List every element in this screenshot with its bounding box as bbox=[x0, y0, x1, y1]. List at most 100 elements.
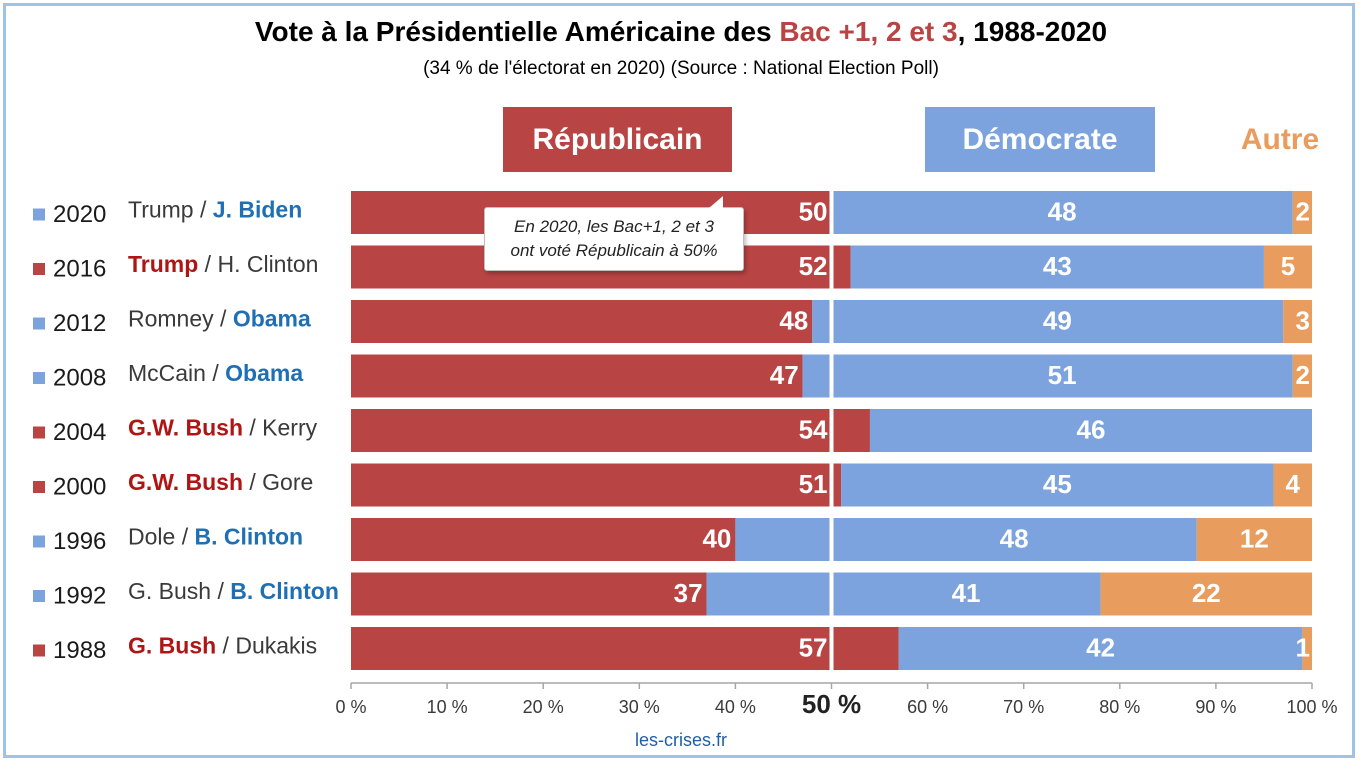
label-democrat-2000: 45 bbox=[1043, 469, 1072, 499]
candidate-democrat: Gore bbox=[262, 469, 313, 495]
candidates-1996: Dole / B. Clinton bbox=[128, 524, 303, 550]
label-other-2016: 5 bbox=[1281, 251, 1295, 281]
candidate-democrat: J. Biden bbox=[213, 197, 302, 223]
callout-line-2: ont voté Républicain à 50% bbox=[510, 241, 718, 260]
label-republican-2012: 48 bbox=[779, 305, 808, 335]
year-marker-2016 bbox=[33, 263, 45, 275]
x-tick-label-10: 10 % bbox=[427, 697, 468, 717]
candidates-2016: Trump / H. Clinton bbox=[128, 251, 318, 277]
label-republican-2004: 54 bbox=[799, 414, 828, 444]
candidate-separator: / bbox=[211, 578, 230, 604]
candidates-1992: G. Bush / B. Clinton bbox=[128, 578, 339, 604]
label-other-1988: 1 bbox=[1296, 632, 1310, 662]
candidate-republican: Trump bbox=[128, 197, 194, 223]
bar-democrat-2020 bbox=[831, 191, 1293, 234]
year-label-2004: 2004 bbox=[53, 419, 106, 446]
bar-democrat-1996 bbox=[735, 518, 1197, 561]
year-marker-1996 bbox=[33, 535, 45, 548]
year-marker-1992 bbox=[33, 590, 45, 602]
bar-other-2000 bbox=[1273, 463, 1312, 507]
bar-democrat-1992 bbox=[706, 572, 1101, 616]
candidates-1988: G. Bush / Dukakis bbox=[128, 633, 317, 659]
candidate-republican: McCain bbox=[128, 360, 206, 386]
bar-other-2020 bbox=[1292, 191, 1312, 234]
label-republican-2020: 50 bbox=[799, 196, 828, 226]
label-other-2000: 4 bbox=[1286, 469, 1301, 499]
bar-other-1996 bbox=[1196, 518, 1312, 561]
bar-republican-1992 bbox=[351, 572, 707, 616]
bar-democrat-2000 bbox=[841, 463, 1274, 507]
candidate-separator: / bbox=[206, 360, 225, 386]
candidate-democrat: Dukakis bbox=[235, 633, 317, 659]
label-republican-1992: 37 bbox=[674, 578, 703, 608]
year-label-2000: 2000 bbox=[53, 473, 106, 500]
label-democrat-1996: 48 bbox=[1000, 523, 1029, 553]
bar-democrat-2016 bbox=[850, 245, 1264, 289]
label-republican-1996: 40 bbox=[702, 523, 731, 553]
midline-50 bbox=[829, 185, 834, 675]
candidate-separator: / bbox=[198, 251, 217, 277]
label-democrat-1992: 41 bbox=[952, 578, 981, 608]
bar-other-2016 bbox=[1263, 245, 1312, 289]
bar-democrat-2008 bbox=[802, 354, 1293, 398]
x-tick-label-50: 50 % bbox=[802, 689, 861, 719]
year-marker-2020 bbox=[33, 208, 45, 221]
callout-note: En 2020, les Bac+1, 2 et 3 ont voté Répu… bbox=[484, 196, 744, 271]
year-label-2012: 2012 bbox=[53, 310, 106, 337]
year-marker-2004 bbox=[33, 426, 45, 439]
header-republican: Républicain bbox=[503, 107, 732, 172]
bar-other-1988 bbox=[1302, 627, 1312, 670]
candidate-separator: / bbox=[243, 415, 262, 441]
x-tick-label-70: 70 % bbox=[1003, 697, 1044, 717]
label-republican-2000: 51 bbox=[799, 469, 828, 499]
x-tick-label-80: 80 % bbox=[1099, 697, 1140, 717]
bar-republican-2004 bbox=[351, 409, 870, 452]
bar-republican-2000 bbox=[351, 463, 842, 507]
year-label-1988: 1988 bbox=[53, 637, 106, 664]
bar-republican-2012 bbox=[351, 300, 813, 343]
bar-other-2012 bbox=[1283, 300, 1312, 343]
bar-democrat-2004 bbox=[869, 409, 1312, 452]
x-tick-label-30: 30 % bbox=[619, 697, 660, 717]
label-democrat-2012: 49 bbox=[1043, 305, 1072, 335]
candidate-separator: / bbox=[194, 197, 213, 223]
label-democrat-2020: 48 bbox=[1048, 196, 1077, 226]
candidate-republican: Dole bbox=[128, 524, 175, 550]
candidate-democrat: Obama bbox=[225, 360, 303, 386]
candidate-separator: / bbox=[243, 469, 262, 495]
label-democrat-2004: 46 bbox=[1077, 414, 1106, 444]
candidate-democrat: H. Clinton bbox=[217, 251, 318, 277]
year-marker-1988 bbox=[33, 644, 45, 657]
label-democrat-2008: 51 bbox=[1048, 360, 1077, 390]
year-label-2008: 2008 bbox=[53, 364, 106, 391]
label-democrat-1988: 42 bbox=[1086, 632, 1115, 662]
candidate-democrat: Obama bbox=[233, 306, 311, 332]
bar-republican-1996 bbox=[351, 518, 736, 561]
candidates-2000: G.W. Bush / Gore bbox=[128, 469, 313, 495]
bar-democrat-1988 bbox=[898, 627, 1303, 670]
chart-title: Vote à la Présidentielle Américaine des … bbox=[0, 16, 1362, 48]
x-tick-label-0: 0 % bbox=[335, 697, 366, 717]
candidate-democrat: Kerry bbox=[262, 415, 317, 441]
candidates-2008: McCain / Obama bbox=[128, 360, 303, 386]
year-marker-2012 bbox=[33, 317, 45, 330]
candidate-democrat: B. Clinton bbox=[230, 578, 339, 604]
label-other-1996: 12 bbox=[1240, 523, 1269, 553]
candidate-republican: G.W. Bush bbox=[128, 415, 243, 441]
candidates-2004: G.W. Bush / Kerry bbox=[128, 415, 318, 441]
x-tick-label-60: 60 % bbox=[907, 697, 948, 717]
candidates-2020: Trump / J. Biden bbox=[128, 197, 302, 223]
year-label-2020: 2020 bbox=[53, 201, 106, 228]
callout-line-1: En 2020, les Bac+1, 2 et 3 bbox=[514, 217, 714, 236]
candidate-republican: G. Bush bbox=[128, 633, 216, 659]
label-other-2012: 3 bbox=[1296, 305, 1310, 335]
label-republican-2008: 47 bbox=[770, 360, 799, 390]
candidate-republican: Trump bbox=[128, 251, 198, 277]
chart-frame bbox=[3, 3, 1355, 758]
bar-democrat-2012 bbox=[812, 300, 1284, 343]
footer-source: les-crises.fr bbox=[634, 730, 727, 750]
candidate-democrat: B. Clinton bbox=[194, 524, 303, 550]
candidate-republican: G. Bush bbox=[128, 578, 211, 604]
candidate-republican: G.W. Bush bbox=[128, 469, 243, 495]
